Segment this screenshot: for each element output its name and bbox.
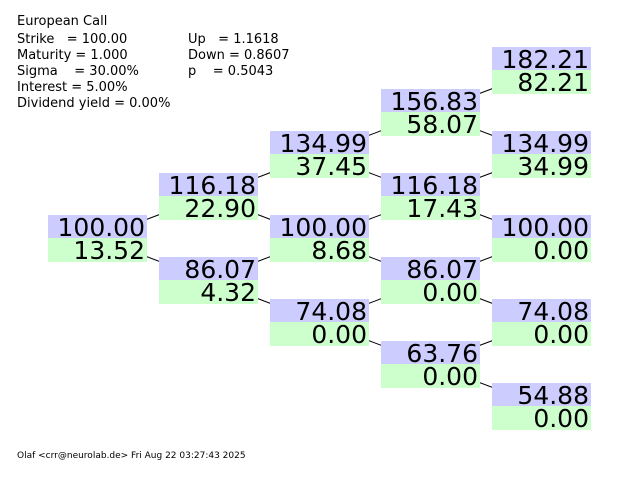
price: 116.18 [169,171,256,200]
price-box [492,383,591,406]
value: 0.00 [533,236,589,265]
value-box [381,280,480,304]
price-box [492,47,591,70]
param: Down = 0.8607 [188,48,289,63]
node: 74.080.00 [270,297,369,349]
price: 86.07 [406,255,478,284]
price-box [492,299,591,322]
price-box [48,215,147,238]
value: 58.07 [406,110,478,139]
price: 74.08 [295,297,367,326]
value: 17.43 [406,194,478,223]
price: 134.99 [502,129,589,158]
price: 86.07 [184,255,256,284]
price: 100.00 [502,213,589,242]
value: 37.45 [295,152,367,181]
price: 182.21 [502,45,589,74]
price: 134.99 [280,129,367,158]
value: 22.90 [184,194,256,223]
value: 0.00 [422,278,478,307]
value: 34.99 [517,152,589,181]
value-box [381,196,480,220]
price-box [381,341,480,364]
value-box [381,364,480,388]
value-box [492,238,591,262]
node: 54.880.00 [492,381,591,433]
price: 116.18 [391,171,478,200]
value-box [48,238,147,262]
node: 63.760.00 [381,339,480,391]
value-box [492,154,591,178]
price-box [492,131,591,154]
node: 86.074.32 [159,255,258,307]
value: 0.00 [422,362,478,391]
value-box [159,196,258,220]
footer: Olaf <crr@neurolab.de> Fri Aug 22 03:27:… [17,451,246,461]
value-box [381,112,480,136]
nodes: 100.0013.52116.1822.9086.074.32134.9937.… [48,45,591,433]
node: 74.080.00 [492,297,591,349]
price: 74.08 [517,297,589,326]
param: Dividend yield = 0.00% [17,96,170,111]
param: Sigma = 30.00% [17,64,139,79]
value: 0.00 [533,404,589,433]
param: Strike = 100.00 [17,32,127,47]
value: 82.21 [517,68,589,97]
price: 54.88 [517,381,589,410]
price: 156.83 [391,87,478,116]
price: 100.00 [280,213,367,242]
price-box [381,89,480,112]
value-box [159,280,258,304]
price: 63.76 [406,339,478,368]
value-box [492,70,591,94]
price-box [159,173,258,196]
price-box [381,257,480,280]
price-box [492,215,591,238]
price-box [159,257,258,280]
param: Up = 1.1618 [188,32,279,47]
value-box [270,154,369,178]
title: European Call [17,14,107,29]
param: Interest = 5.00% [17,80,128,95]
node: 100.000.00 [492,213,591,265]
param: Maturity = 1.000 [17,48,128,63]
node: 100.008.68 [270,213,369,265]
value: 0.00 [311,320,367,349]
value-box [270,238,369,262]
price-box [270,299,369,322]
price-box [270,215,369,238]
value-box [492,322,591,346]
value: 4.32 [200,278,256,307]
value-box [492,406,591,430]
price: 100.00 [58,213,145,242]
param: p = 0.5043 [188,64,273,79]
value: 13.52 [73,236,145,265]
price-box [270,131,369,154]
node: 86.070.00 [381,255,480,307]
price-box [381,173,480,196]
value: 0.00 [533,320,589,349]
value: 8.68 [311,236,367,265]
value-box [270,322,369,346]
